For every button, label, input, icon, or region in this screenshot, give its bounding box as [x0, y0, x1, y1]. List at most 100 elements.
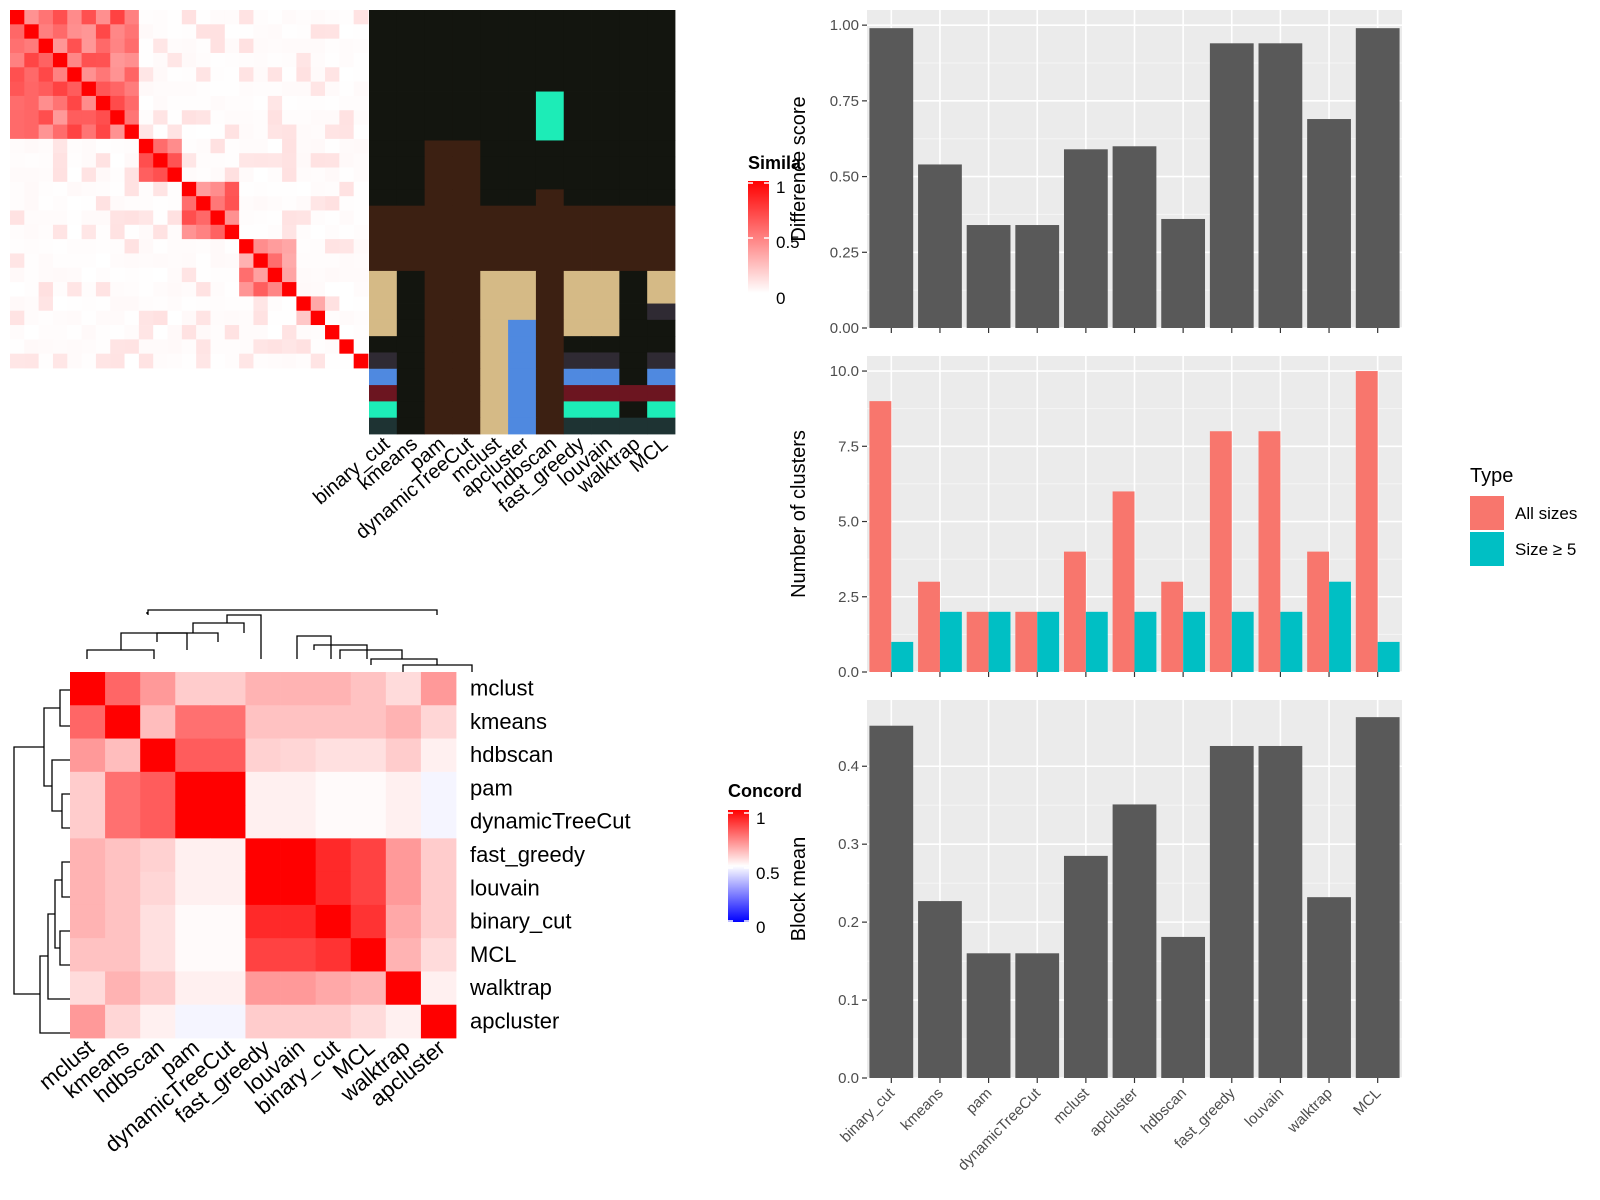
- similarity-cell: [95, 296, 111, 312]
- assignment-cell: [591, 205, 620, 272]
- assignment-cell: [480, 401, 509, 419]
- similarity-cell: [167, 210, 183, 226]
- concordance-cell: [350, 805, 387, 839]
- similarity-cell: [24, 95, 40, 111]
- concordance-cell: [315, 838, 352, 873]
- similarity-cell: [95, 224, 111, 240]
- concordance-cell: [385, 871, 422, 906]
- assignment-cell: [647, 352, 676, 370]
- similarity-cell: [67, 196, 82, 211]
- similarity-cell: [239, 167, 254, 183]
- similarity-cell: [24, 181, 40, 197]
- assignment-cell: [591, 303, 620, 321]
- y-tick-label: 0.25: [830, 244, 859, 261]
- similarity-cell: [67, 224, 82, 240]
- assignment-cell: [424, 401, 453, 419]
- assignment-cell: [369, 270, 398, 304]
- assignment-cell: [480, 385, 509, 402]
- assignment-cell: [591, 319, 620, 337]
- similarity-cell: [95, 10, 111, 25]
- similarity-cell: [339, 210, 355, 226]
- assignment-cell: [508, 189, 537, 207]
- similarity-cell: [296, 253, 312, 269]
- concordance-cell: [420, 838, 457, 873]
- similarity-cell: [67, 181, 82, 197]
- similarity-cell: [124, 339, 140, 355]
- bar: [1015, 953, 1060, 1078]
- similarity-cell: [239, 138, 254, 154]
- x-tick-label: mclust: [1050, 1084, 1093, 1127]
- concordance-legend-ticks: [728, 812, 749, 922]
- concordance-cell: [105, 705, 141, 739]
- similarity-cell: [296, 325, 312, 340]
- similarity-cell: [196, 353, 211, 369]
- similarity-cell: [38, 224, 54, 240]
- similarity-cell: [124, 224, 140, 240]
- similarity-cell: [224, 67, 240, 82]
- similarity-cell: [339, 239, 355, 254]
- similarity-cell: [282, 95, 297, 111]
- assignment-cell: [535, 189, 565, 207]
- similarity-cell: [267, 267, 283, 283]
- similarity-cell: [167, 110, 183, 125]
- concordance-cell: [140, 1004, 176, 1039]
- similarity-cell: [81, 267, 97, 283]
- bar-all-sizes: [1015, 611, 1038, 672]
- bar: [1161, 936, 1206, 1078]
- similarity-cell: [267, 181, 283, 197]
- similarity-cell: [253, 52, 269, 68]
- assignment-cell: [563, 189, 592, 207]
- similarity-cell: [339, 339, 355, 355]
- similarity-cell: [95, 124, 111, 140]
- concordance-cell: [175, 871, 211, 906]
- similarity-cell: [110, 124, 125, 140]
- similarity-cell: [239, 296, 254, 312]
- bar-size-5: [1377, 641, 1400, 672]
- similarity-cell: [38, 124, 54, 140]
- similarity-cell: [10, 296, 25, 312]
- similarity-cell: [52, 325, 68, 340]
- concordance-cell: [280, 938, 317, 972]
- similarity-cell: [253, 353, 269, 369]
- concordance-legend-tick-05: 0.5: [756, 864, 780, 883]
- assignment-cell: [396, 205, 426, 272]
- concordance-cell: [385, 1004, 422, 1039]
- similarity-cell: [224, 210, 240, 226]
- similarity-cell: [210, 224, 226, 240]
- similarity-cell: [325, 38, 340, 54]
- similarity-cell: [95, 67, 111, 82]
- similarity-cell: [196, 282, 211, 297]
- assignment-cell: [619, 156, 648, 190]
- similarity-cell: [181, 310, 197, 326]
- similarity-cell: [282, 110, 297, 125]
- similarity-cell: [181, 353, 197, 369]
- assignment-cell: [619, 205, 648, 272]
- similarity-cell: [339, 67, 355, 82]
- bar: [1209, 745, 1254, 1078]
- similarity-cell: [353, 124, 369, 140]
- similarity-cell: [153, 253, 168, 269]
- concordance-cell: [385, 672, 422, 706]
- similarity-cell: [38, 282, 54, 297]
- concordance-cell: [105, 738, 141, 773]
- y-tick-label: 0.0: [838, 1070, 859, 1087]
- similarity-cell: [38, 339, 54, 355]
- concordance-cell: [315, 805, 352, 839]
- similarity-cell: [282, 52, 297, 68]
- similarity-cell: [196, 253, 211, 269]
- concordance-cell: [210, 938, 246, 972]
- assignment-cell: [396, 10, 426, 92]
- similarity-cell: [167, 95, 183, 111]
- similarity-cell: [52, 81, 68, 97]
- assignment-cell: [396, 417, 426, 435]
- similarity-cell: [353, 353, 369, 369]
- similarity-cell: [196, 196, 211, 211]
- similarity-cell: [253, 196, 269, 211]
- similarity-cell: [67, 81, 82, 97]
- similarity-cell: [325, 210, 340, 226]
- similarity-cell: [124, 310, 140, 326]
- concordance-legend-tick-0: 0: [756, 918, 765, 937]
- concordance-row-label: walktrap: [469, 975, 552, 1000]
- similarity-cell: [138, 353, 154, 369]
- similarity-cell: [353, 325, 369, 340]
